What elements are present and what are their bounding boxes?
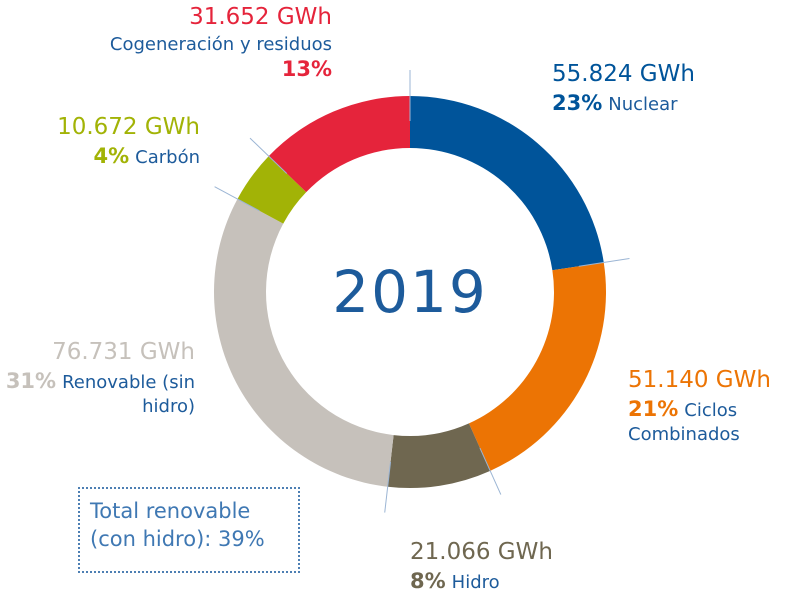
category-label: Renovable (sin hidro) bbox=[62, 371, 195, 418]
donut-slice bbox=[410, 96, 604, 271]
value-label: 55.824 GWh bbox=[552, 61, 695, 87]
leader-line bbox=[249, 137, 288, 174]
donut-slice bbox=[237, 156, 307, 224]
category-label: Ciclos Combinados bbox=[628, 399, 740, 446]
chart-title: 2019 bbox=[332, 258, 488, 326]
donut-slice bbox=[468, 262, 606, 471]
category-label: Hidro bbox=[451, 571, 500, 593]
percent-label: 4% bbox=[93, 143, 130, 168]
percent-label: 21% bbox=[628, 396, 679, 421]
value-label: 76.731 GWh bbox=[52, 339, 195, 365]
annotation-box: Total renovable (con hidro): 39% bbox=[78, 487, 300, 573]
donut-slice bbox=[268, 96, 410, 193]
annotation: Total renovable bbox=[90, 499, 251, 523]
leader-line bbox=[214, 186, 260, 212]
value-label: 10.672 GWh bbox=[57, 114, 200, 140]
category-label: Cogeneración y residuos bbox=[109, 33, 332, 55]
percent-label: 23% bbox=[552, 90, 603, 115]
value-label: 51.140 GWh bbox=[628, 367, 771, 393]
slice-label: 51.140 GWh 21% Ciclos Combinados bbox=[628, 366, 778, 447]
category-label: Carbón bbox=[135, 146, 200, 168]
percent-label: 13% bbox=[281, 57, 332, 82]
percent-label: 8% bbox=[410, 568, 446, 593]
value-label: 21.066 GWh bbox=[410, 539, 553, 565]
leader-line bbox=[384, 461, 392, 513]
value-label: 31.652 GWh bbox=[189, 4, 332, 30]
slice-label: 31.652 GWh Cogeneración y residuos 13% bbox=[20, 3, 332, 84]
category-label: Nuclear bbox=[608, 93, 678, 115]
donut-slice bbox=[214, 198, 394, 487]
slice-label: 55.824 GWh 23% Nuclear bbox=[552, 60, 782, 117]
leader-line bbox=[479, 447, 502, 495]
leader-line bbox=[578, 258, 630, 267]
slice-label: 10.672 GWh 4% Carbón bbox=[0, 113, 200, 170]
percent-label: 31% bbox=[5, 368, 57, 393]
slice-label: 21.066 GWh 8% Hidro bbox=[410, 538, 630, 595]
slice-label: 76.731 GWh 31% Renovable (sin hidro) bbox=[5, 338, 195, 419]
donut-slice bbox=[387, 423, 491, 488]
annotation: (con hidro): 39% bbox=[90, 527, 265, 552]
